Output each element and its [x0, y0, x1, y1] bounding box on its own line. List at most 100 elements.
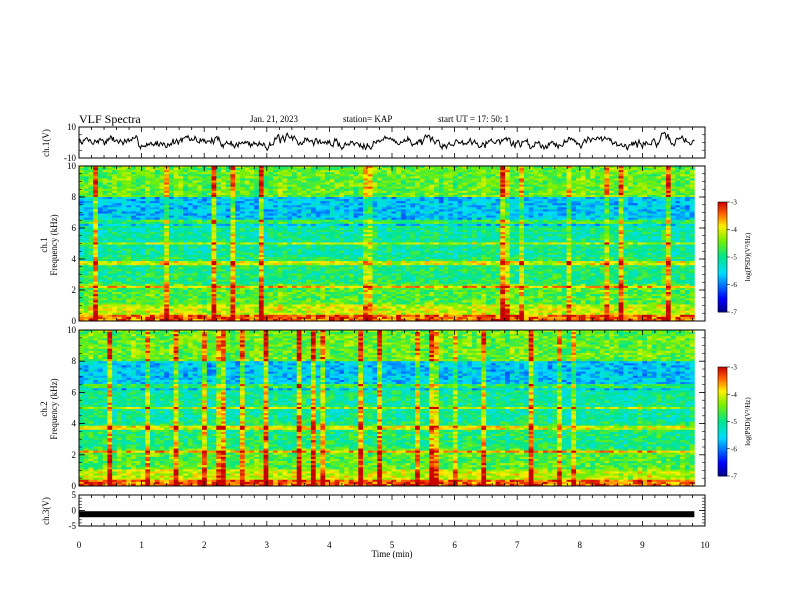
ch1-spectrogram-cell: [112, 197, 118, 200]
ch1-spectrogram-cell: [372, 178, 378, 181]
ch1-spectrogram-cell: [557, 184, 563, 188]
ch1-spectrogram-cell: [452, 190, 459, 194]
ch1-spectrogram-cell: [523, 186, 530, 190]
ch1-spectrogram-cell: [542, 184, 549, 188]
ch1-spectrogram-cell: [348, 176, 354, 179]
ch1-spectrogram-cell: [131, 192, 137, 196]
ch1-spectrogram-cell: [254, 182, 260, 185]
ch1-spectrogram-cell: [377, 170, 383, 173]
ch1-spectrogram-cell: [656, 180, 662, 183]
ch1-spectrogram-cell: [457, 174, 463, 177]
ch1-spectrogram-cell: [263, 172, 269, 175]
ch1-spectrogram-cell: [121, 172, 127, 175]
ch1-spectrogram-cell: [400, 186, 407, 190]
ch1-spectrogram-cell: [263, 190, 269, 194]
ch1-spectrogram-cell: [249, 194, 255, 198]
ch1-spectrogram-cell: [235, 197, 241, 200]
ch1-spectrogram-cell: [609, 188, 615, 192]
ch1-spectrogram-cell: [325, 168, 331, 171]
ch1-spectrogram-cell: [254, 197, 260, 200]
ch1-spectrogram-cell: [599, 174, 605, 177]
ch1-spectrogram-cell: [424, 168, 430, 171]
ch1-spectrogram-cell: [604, 172, 610, 175]
ch1-spectrogram-cell: [434, 192, 440, 196]
ch1-spectrogram-cell: [358, 168, 364, 171]
ch1-spectrogram-cell: [651, 182, 657, 185]
ch1-spectrogram-cell: [590, 178, 596, 181]
ch1-spectrogram-cell: [462, 186, 468, 190]
ch1-spectrogram-cell: [576, 184, 582, 188]
ch1-spectrogram-cell: [486, 188, 492, 192]
ch1-spectrogram-cell: [235, 174, 241, 177]
ch1-spectrogram-cell: [334, 168, 340, 171]
ch1-spectrogram-cell: [150, 194, 156, 198]
ch1-spectrogram-cell: [315, 182, 321, 185]
ch1-spectrogram-cell: [282, 188, 288, 192]
ch1-spectrogram-cell: [448, 174, 454, 177]
ch1-spectrogram-cell: [533, 184, 539, 188]
ch1-spectrogram-cell: [206, 170, 212, 173]
ch1-spectrogram-cell: [301, 184, 307, 188]
ch1-spectrogram-cell: [689, 188, 695, 192]
ch1-spectrogram-cell: [528, 188, 534, 192]
ch1-spectrogram-cell: [126, 174, 132, 177]
ch1-spectrogram-cell: [140, 184, 146, 188]
ch1-spectrogram-cell: [651, 180, 657, 183]
ch1-spectrogram-cell: [230, 174, 236, 177]
ch1-spectrogram-cell: [216, 172, 222, 175]
ch1-spectrogram-cell: [585, 178, 591, 181]
ch1-spectrogram-cell: [225, 176, 231, 179]
ch1-spectrogram-cell: [258, 190, 264, 194]
ch1-spectrogram-cell: [230, 190, 236, 194]
ch1-spectrogram-cell: [221, 166, 227, 169]
ch1-spectrogram-cell: [438, 190, 444, 194]
ch1-spectrogram-cell: [410, 170, 416, 173]
ch1-spectrogram-cell: [131, 180, 137, 183]
ch1-spectrogram-cell: [159, 174, 165, 177]
ch1-spectrogram-cell: [505, 192, 511, 196]
ch1-spectrogram-cell: [457, 176, 463, 179]
ch1-spectrogram-cell: [329, 188, 336, 192]
ch1-spectrogram-cell: [263, 188, 269, 192]
ch1-spectrogram-cell: [647, 194, 653, 198]
ch1-spectrogram-cell: [438, 174, 444, 177]
ch1-spectrogram-cell: [292, 172, 298, 175]
ch1-spectrogram-cell: [623, 182, 629, 185]
ch1-spectrogram-cell: [381, 170, 388, 173]
ch1-spectrogram-cell: [590, 190, 596, 194]
ch1-spectrogram-cell: [604, 192, 610, 196]
ch1-spectrogram-cell: [642, 170, 648, 173]
ch1-spectrogram-cell: [651, 178, 657, 181]
ch1-spectrogram-cell: [112, 190, 118, 194]
ch1-spectrogram-cell: [178, 188, 184, 192]
ch1-spectrogram-cell: [282, 178, 288, 181]
ch1-spectrogram-cell: [131, 184, 137, 188]
ch1-spectrogram-cell: [277, 188, 283, 192]
ch1-spectrogram-cell: [235, 190, 241, 194]
ch1-spectrogram-cell: [580, 178, 586, 181]
ch1-spectrogram-cell: [661, 178, 667, 181]
ch1-spectrogram-cell: [263, 178, 269, 181]
ch1-spectrogram-cell: [310, 176, 317, 179]
ch1-spectrogram-cell: [159, 168, 165, 171]
ch1-spectrogram-cell: [197, 197, 203, 200]
ch1-spectrogram-cell: [282, 166, 288, 169]
ch1-spectrogram-cell: [363, 197, 369, 200]
ch1-spectrogram-cell: [642, 186, 648, 190]
ch1-spectrogram-cell: [192, 192, 198, 196]
ch1-spectrogram-cell: [329, 172, 336, 175]
ch1-spectrogram-cell: [358, 186, 364, 190]
ch1-spectrogram-cell: [211, 188, 217, 192]
ch1-spectrogram-cell: [292, 188, 298, 192]
ch1-spectrogram-cell: [680, 188, 686, 192]
ch1-spectrogram-cell: [197, 176, 203, 179]
ch1-spectrogram-cell: [239, 188, 246, 192]
ch1-spectrogram-cell: [566, 178, 572, 181]
ch1-spectrogram-cell: [528, 182, 534, 185]
ch1-spectrogram-cell: [481, 190, 487, 194]
ch1-spectrogram-cell: [301, 192, 307, 196]
ch1-spectrogram-cell: [670, 190, 676, 194]
ch1-spectrogram-cell: [580, 182, 586, 185]
ch1-spectrogram-cell: [183, 170, 189, 173]
ch1-spectrogram-cell: [83, 186, 89, 190]
